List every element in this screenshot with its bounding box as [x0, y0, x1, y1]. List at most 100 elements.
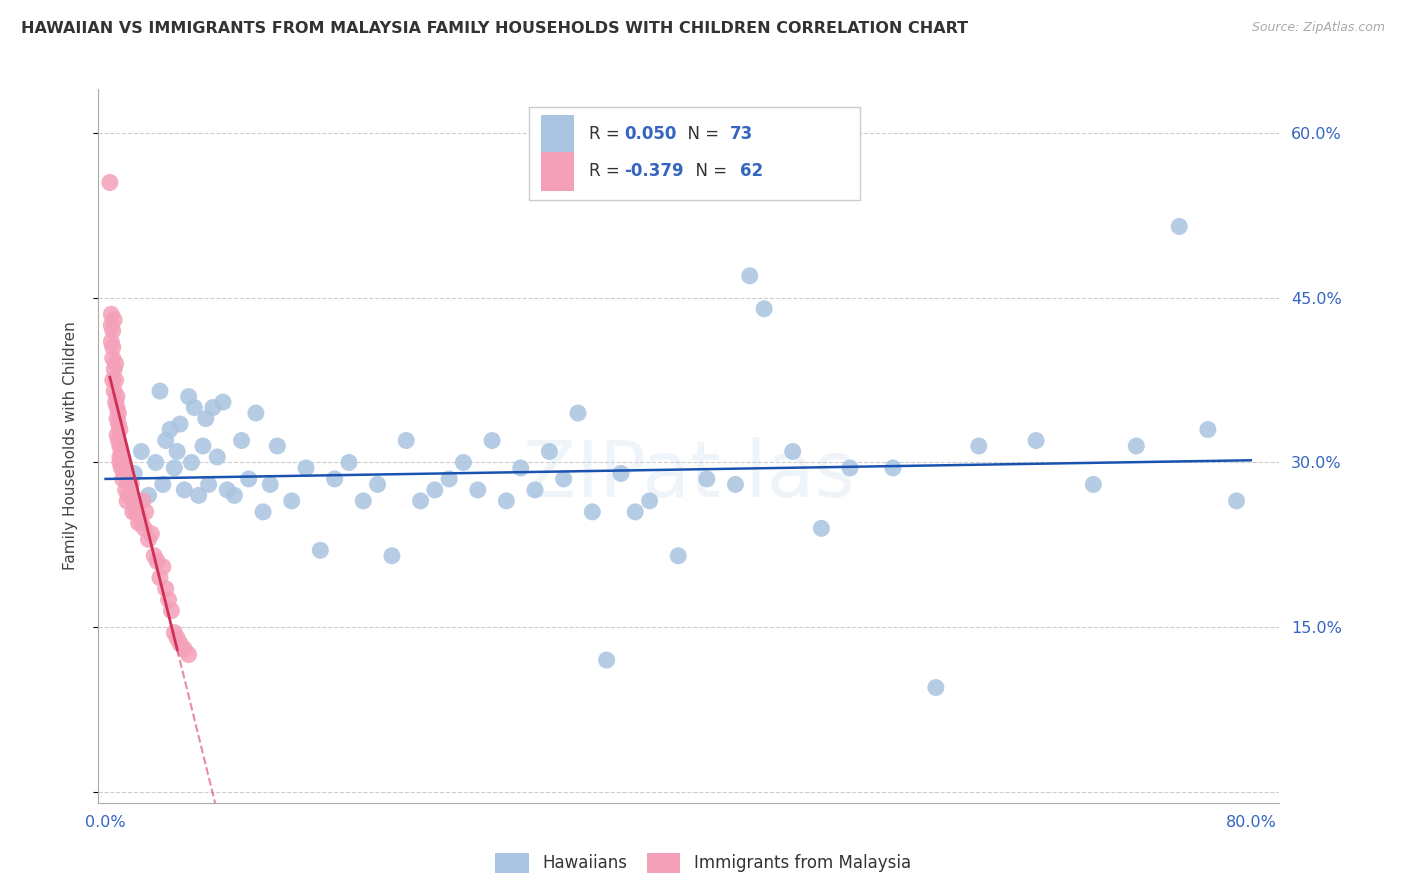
Y-axis label: Family Households with Children: Family Households with Children	[63, 322, 77, 570]
Text: HAWAIIAN VS IMMIGRANTS FROM MALAYSIA FAMILY HOUSEHOLDS WITH CHILDREN CORRELATION: HAWAIIAN VS IMMIGRANTS FROM MALAYSIA FAM…	[21, 21, 969, 36]
Text: 73: 73	[730, 125, 754, 143]
Point	[111, 472, 134, 486]
Point	[122, 467, 145, 481]
Point	[323, 472, 346, 486]
Point	[108, 439, 131, 453]
Point	[252, 505, 274, 519]
Point	[810, 521, 832, 535]
Point	[107, 434, 129, 448]
Point	[138, 533, 160, 547]
Text: R =: R =	[589, 162, 624, 180]
Point	[495, 494, 517, 508]
Point	[231, 434, 253, 448]
Point	[173, 483, 195, 497]
Text: N =: N =	[685, 162, 733, 180]
Point	[112, 467, 135, 481]
Point	[100, 307, 122, 321]
Point	[132, 494, 155, 508]
Point	[1197, 423, 1219, 437]
Point	[1025, 434, 1047, 448]
Point	[100, 318, 122, 333]
Point	[524, 483, 547, 497]
Point	[100, 334, 122, 349]
Point	[295, 461, 318, 475]
Point	[467, 483, 489, 497]
Point	[111, 450, 134, 464]
Legend: Hawaiians, Immigrants from Malaysia: Hawaiians, Immigrants from Malaysia	[489, 847, 917, 880]
Point	[538, 444, 561, 458]
Point	[224, 488, 246, 502]
Point	[103, 312, 125, 326]
Point	[925, 681, 948, 695]
Point	[381, 549, 404, 563]
Bar	[541, 114, 575, 153]
Point	[157, 592, 180, 607]
Point	[752, 301, 775, 316]
Point	[183, 401, 205, 415]
Point	[696, 472, 718, 486]
Point	[101, 351, 124, 366]
Point	[152, 559, 174, 574]
Point	[245, 406, 267, 420]
Point	[104, 395, 127, 409]
Point	[105, 390, 128, 404]
Point	[217, 483, 239, 497]
Point	[187, 488, 209, 502]
Point	[112, 455, 135, 469]
Point	[1083, 477, 1105, 491]
Point	[1225, 494, 1247, 508]
Point	[166, 631, 188, 645]
Point	[169, 417, 191, 431]
Point	[98, 176, 121, 190]
Point	[129, 510, 152, 524]
Point	[160, 604, 183, 618]
Text: 0.050: 0.050	[624, 125, 676, 143]
Point	[839, 461, 862, 475]
Point	[212, 395, 235, 409]
Text: R =: R =	[589, 125, 624, 143]
Point	[115, 472, 138, 486]
Point	[201, 401, 224, 415]
Point	[101, 324, 124, 338]
Point	[110, 461, 132, 475]
Point	[191, 439, 214, 453]
Point	[103, 362, 125, 376]
Point	[194, 411, 217, 425]
Point	[882, 461, 904, 475]
Point	[595, 653, 617, 667]
Point	[134, 521, 156, 535]
Point	[107, 406, 129, 420]
Point	[125, 500, 148, 514]
Point	[437, 472, 460, 486]
Point	[101, 340, 124, 354]
Point	[610, 467, 633, 481]
Point	[122, 494, 145, 508]
Point	[143, 549, 166, 563]
Point	[782, 444, 804, 458]
Point	[128, 516, 150, 530]
Text: ZIPat las: ZIPat las	[523, 436, 855, 513]
Point	[110, 444, 132, 458]
Point	[108, 423, 131, 437]
Point	[101, 373, 124, 387]
Point	[118, 483, 141, 497]
Point	[177, 648, 200, 662]
Point	[115, 494, 138, 508]
Point	[553, 472, 575, 486]
Point	[169, 637, 191, 651]
Text: -0.379: -0.379	[624, 162, 683, 180]
Point	[149, 571, 172, 585]
Point	[280, 494, 302, 508]
Point	[155, 434, 177, 448]
Point	[141, 526, 163, 541]
Point	[624, 505, 647, 519]
Point	[352, 494, 374, 508]
Point	[104, 357, 127, 371]
Point	[173, 642, 195, 657]
Text: N =: N =	[678, 125, 724, 143]
Point	[159, 423, 181, 437]
Point	[481, 434, 503, 448]
Point	[166, 444, 188, 458]
Point	[259, 477, 281, 491]
Point	[114, 483, 136, 497]
